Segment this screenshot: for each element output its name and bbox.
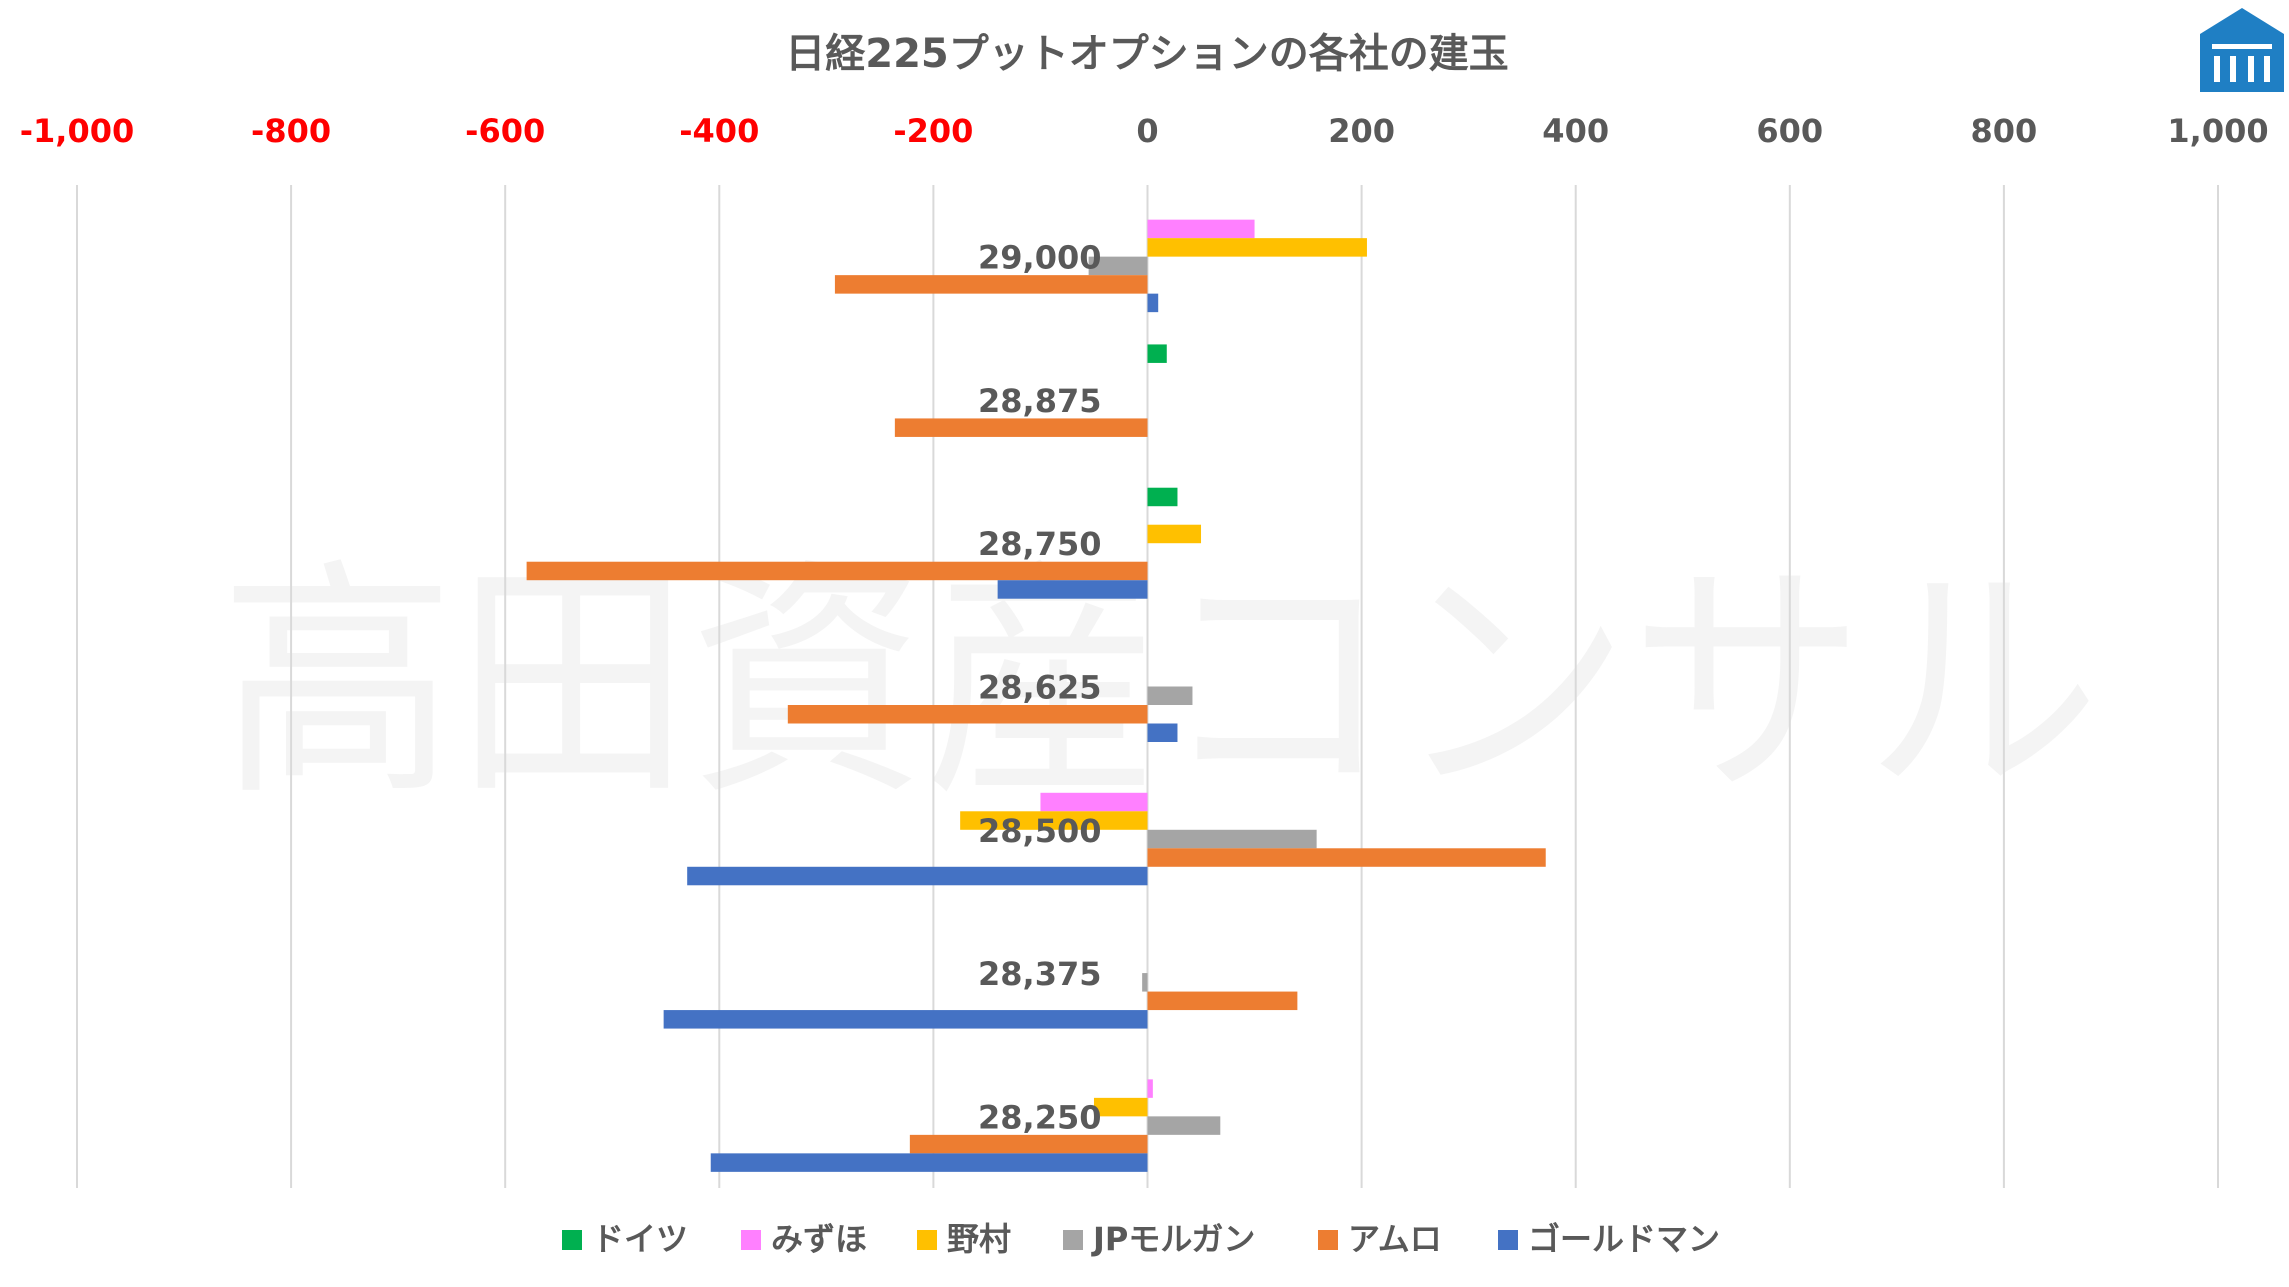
bar: [1093, 1097, 1148, 1117]
bar: [687, 866, 1148, 886]
legend-swatch: [1318, 1230, 1338, 1250]
bar: [1147, 1116, 1221, 1135]
legend-item: みずほ: [741, 1220, 867, 1258]
bar: [1147, 524, 1202, 544]
bar: [526, 561, 1148, 581]
bar: [1142, 973, 1148, 992]
legend-item: JPモルガン: [1063, 1220, 1255, 1258]
watermark: 高田資産コンサル: [220, 538, 2100, 829]
category-label: 28,750: [978, 525, 1101, 563]
legend-swatch: [562, 1230, 582, 1250]
x-tick-label: -800: [251, 112, 331, 150]
chart-title: 日経225プットオプションの各社の建玉: [785, 31, 1509, 77]
x-tick-label: -600: [465, 112, 545, 150]
bar: [834, 275, 1148, 294]
bar: [1147, 829, 1317, 849]
x-tick-label: -200: [893, 112, 973, 150]
legend-item: ドイツ: [562, 1220, 688, 1258]
bank-building-icon: [2200, 8, 2284, 92]
legend-item: 野村: [917, 1220, 1011, 1258]
logo: [2200, 8, 2284, 92]
bar: [1040, 792, 1148, 812]
bar: [1147, 293, 1159, 313]
bar: [909, 1134, 1148, 1154]
category-label: 28,375: [978, 955, 1101, 993]
bars-layer: [526, 219, 1546, 1172]
bar: [787, 705, 1148, 724]
x-tick-label: 600: [1756, 112, 1823, 150]
x-axis-tick-labels: -1,000 -800 -600 -400 -200 0 200 400 600 800 1,000: [20, 112, 2269, 150]
x-tick-label: 1,000: [2167, 112, 2268, 150]
bar: [997, 580, 1148, 599]
legend-item: アムロ: [1318, 1220, 1442, 1258]
bar: [1147, 686, 1193, 705]
legend-label: ゴールドマン: [1528, 1220, 1720, 1258]
category-label: 28,875: [978, 382, 1101, 420]
legend-label: JPモルガン: [1091, 1220, 1255, 1258]
bar: [894, 418, 1148, 437]
category-label: 28,625: [978, 669, 1101, 707]
category-label: 29,000: [978, 239, 1101, 277]
x-tick-label: 200: [1328, 112, 1395, 150]
bar: [1147, 487, 1178, 507]
bar: [1147, 1079, 1153, 1098]
bar: [663, 1010, 1148, 1029]
category-label: 28,500: [978, 812, 1101, 850]
legend-swatch: [1063, 1230, 1083, 1250]
bar: [1147, 344, 1167, 363]
x-tick-label: 400: [1542, 112, 1609, 150]
bar: [1147, 219, 1255, 239]
legend-label: 野村: [947, 1220, 1011, 1258]
x-tick-label: 0: [1136, 112, 1158, 150]
legend-label: ドイツ: [592, 1220, 688, 1258]
legend-swatch: [917, 1230, 937, 1250]
x-tick-label: -400: [679, 112, 759, 150]
x-tick-label: -1,000: [20, 112, 135, 150]
bar: [1088, 256, 1148, 276]
category-labels: 29,000 28,875 28,750 28,625 28,500 28,375 28,2…: [978, 239, 1101, 1137]
legend-swatch: [741, 1230, 761, 1250]
bar: [710, 1153, 1148, 1172]
category-label: 28,250: [978, 1098, 1101, 1136]
legend-label: みずほ: [771, 1220, 867, 1258]
legend-label: アムロ: [1348, 1220, 1442, 1258]
bar: [1147, 848, 1546, 867]
x-tick-label: 800: [1971, 112, 2038, 150]
legend: ドイツ みずほ 野村 JPモルガン アムロ ゴールドマン: [562, 1220, 1720, 1258]
legend-item: ゴールドマン: [1498, 1220, 1720, 1258]
bar: [1147, 723, 1178, 742]
legend-swatch: [1498, 1230, 1518, 1250]
bar: [1147, 238, 1367, 257]
bar: [960, 811, 1148, 830]
bar: [1147, 991, 1298, 1011]
